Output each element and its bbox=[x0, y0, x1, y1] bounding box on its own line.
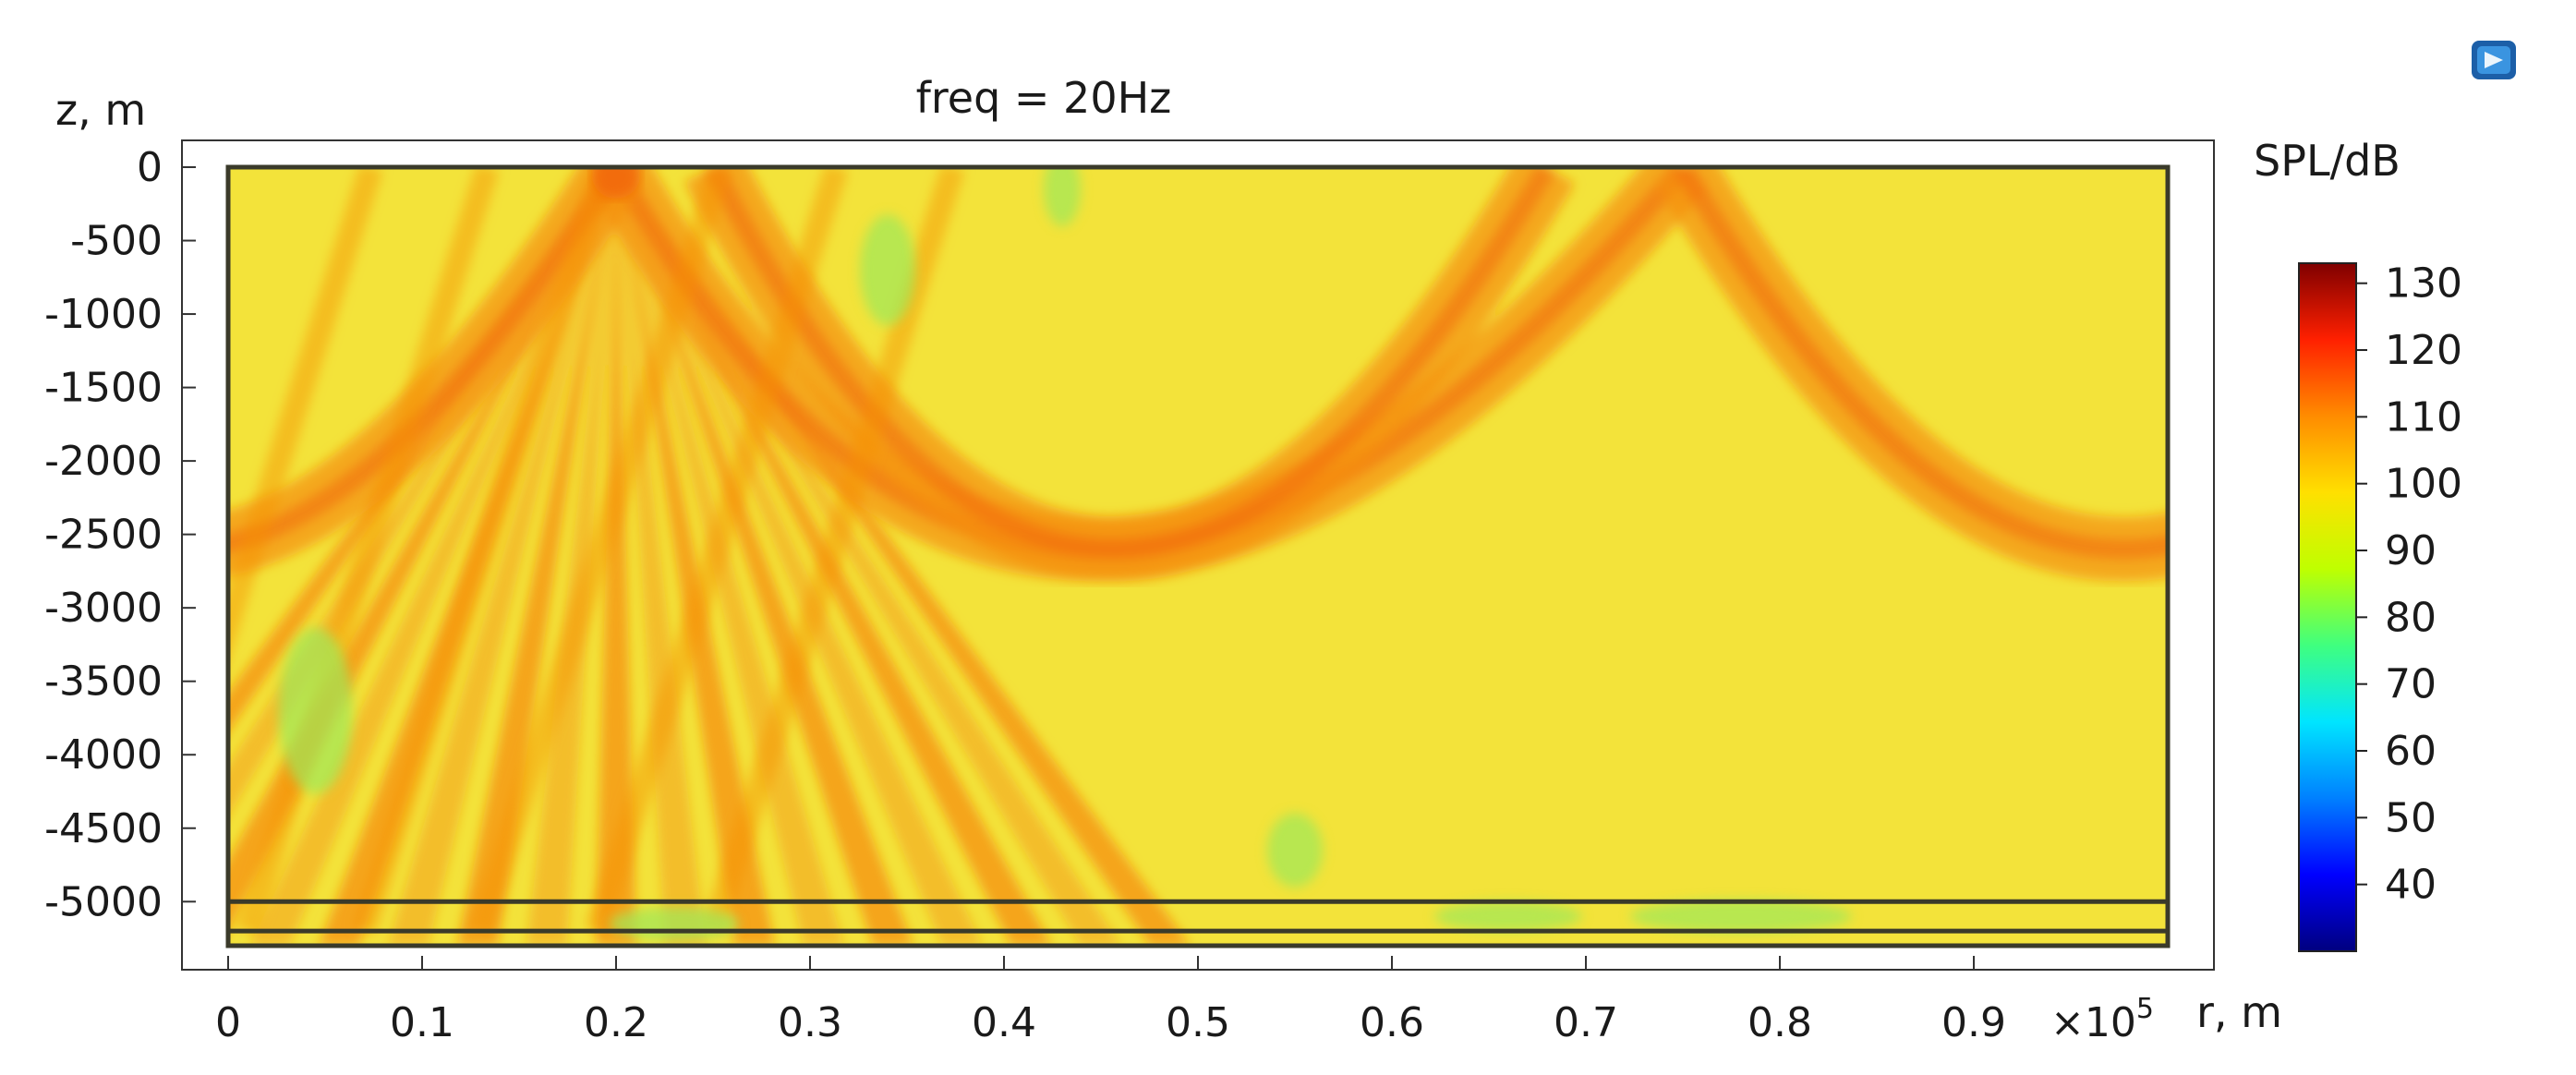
y-tick-label: -500 bbox=[70, 218, 163, 265]
band bbox=[468, 167, 732, 935]
source-hotspot bbox=[592, 167, 640, 199]
low-patch bbox=[1044, 167, 1081, 226]
low-patch bbox=[860, 214, 915, 326]
arc-core bbox=[704, 167, 1556, 560]
colorbar-ticks: 130 120 110 100 90 80 70 60 50 40 bbox=[2356, 260, 2462, 909]
band bbox=[228, 167, 383, 663]
x-axis-label: r, m bbox=[2196, 987, 2282, 1037]
domain-outline bbox=[225, 164, 2171, 948]
y-tick-label: -2500 bbox=[44, 512, 163, 559]
x-multiplier: ×105 bbox=[2050, 993, 2154, 1046]
x-tick-label: 0.9 bbox=[1941, 999, 2006, 1046]
beam bbox=[457, 167, 616, 946]
colorbar-tick-label: 100 bbox=[2385, 461, 2462, 508]
diagonal-bands bbox=[228, 167, 965, 935]
x-tick-label: 0.1 bbox=[390, 999, 454, 1046]
x-tick-label: 0.8 bbox=[1748, 999, 1812, 1046]
x-multiplier-base: ×10 bbox=[2050, 999, 2136, 1046]
colorbar bbox=[2298, 262, 2357, 952]
colorbar-tick-label: 60 bbox=[2385, 728, 2437, 775]
x-tick-label: 0.7 bbox=[1554, 999, 1618, 1046]
domain-border bbox=[225, 164, 2171, 948]
colorbar-tick-label: 90 bbox=[2385, 527, 2437, 574]
beam bbox=[616, 167, 844, 946]
colorbar-tick-label: 50 bbox=[2385, 794, 2437, 841]
beam bbox=[388, 167, 616, 946]
x-tick-label: 0 bbox=[215, 999, 241, 1046]
y-tick-label: -1000 bbox=[44, 291, 163, 338]
band bbox=[701, 167, 965, 935]
beam bbox=[596, 167, 636, 946]
x-tick-label: 0.4 bbox=[972, 999, 1036, 1046]
colorbar-tick-label: 130 bbox=[2385, 260, 2462, 308]
colorbar-tick-label: 40 bbox=[2385, 862, 2437, 909]
low-patch bbox=[1630, 900, 1852, 934]
y-tick-label: -5000 bbox=[44, 878, 163, 925]
colorbar-tick-label: 80 bbox=[2385, 594, 2437, 641]
x-multiplier-exponent: 5 bbox=[2136, 993, 2154, 1025]
y-tick-label: -4500 bbox=[44, 805, 163, 852]
comsol-app-icon[interactable] bbox=[2472, 41, 2516, 79]
reflection-arcs bbox=[228, 167, 2168, 582]
colorbar-tick-label: 110 bbox=[2385, 393, 2462, 441]
arc-core bbox=[228, 167, 625, 554]
beam bbox=[616, 167, 913, 946]
x-tick-label: 0.6 bbox=[1360, 999, 1424, 1046]
y-tick-label: -3500 bbox=[44, 658, 163, 706]
band bbox=[236, 167, 500, 935]
band bbox=[352, 167, 616, 935]
beam bbox=[616, 167, 706, 946]
x-tick-label: 0.3 bbox=[778, 999, 842, 1046]
x-tick-label: 0.2 bbox=[584, 999, 648, 1046]
colorbar-tick-label: 120 bbox=[2385, 327, 2462, 374]
y-tick-label: -4000 bbox=[44, 731, 163, 779]
x-tick-label: 0.5 bbox=[1166, 999, 1230, 1046]
low-patch bbox=[1267, 813, 1323, 888]
colorbar-label: SPL/dB bbox=[2254, 136, 2401, 186]
y-tick-label: 0 bbox=[137, 144, 163, 191]
y-axis-label: z, m bbox=[55, 85, 146, 135]
low-patch bbox=[278, 627, 353, 794]
spl-field bbox=[228, 167, 2168, 946]
y-tick-label: -1500 bbox=[44, 365, 163, 412]
y-ticks: 0 -500 -1000 -1500 -2000 -2500 -3000 -3500 -4000… bbox=[44, 144, 196, 925]
colorbar-tick-label: 70 bbox=[2385, 661, 2437, 708]
y-tick-label: -3000 bbox=[44, 585, 163, 632]
chart-title: freq = 20Hz bbox=[916, 73, 1172, 123]
band bbox=[585, 167, 849, 935]
x-ticks: 0 0.1 0.2 0.3 0.4 0.5 0.6 0.7 0.8 0.9 bbox=[215, 956, 2006, 1046]
low-patch bbox=[1434, 901, 1582, 932]
y-tick-label: -2000 bbox=[44, 438, 163, 485]
low-patch bbox=[610, 907, 739, 941]
arc-core bbox=[1674, 167, 2168, 560]
